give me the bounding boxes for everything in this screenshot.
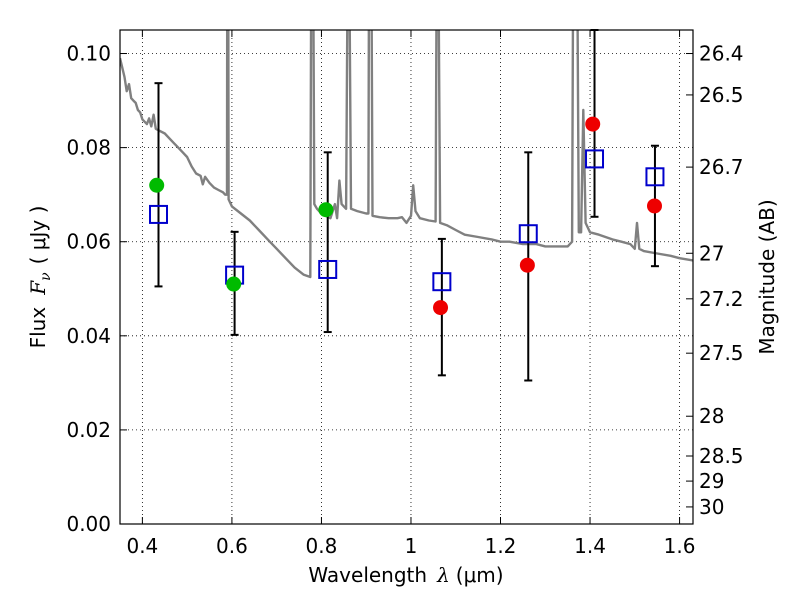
y2-tick-label: 28: [699, 404, 724, 428]
y2-tick-label: 26.4: [699, 42, 744, 66]
y2-tick-label: 27.2: [699, 287, 744, 311]
marker-layer: [148, 29, 665, 382]
y2-tick-label: 28.5: [699, 444, 744, 468]
y2-tick-label: 26.7: [699, 155, 744, 179]
x-axis-label-unit: (μm): [456, 563, 504, 587]
observed-flux-square: [518, 224, 538, 244]
y2-tick-label: 30: [699, 495, 724, 519]
model-flux-point: [519, 257, 535, 273]
x-tick-label: 1.6: [664, 534, 696, 558]
x-axis-label: Wavelength λ (μm): [308, 563, 503, 587]
data-layer: [120, 30, 693, 279]
model-flux-point: [585, 116, 601, 132]
model-flux-point: [226, 276, 242, 292]
model-spectrum-line: [120, 30, 693, 279]
plot-background: [120, 30, 693, 524]
observed-flux-square: [585, 149, 605, 169]
model-flux-point: [647, 198, 663, 214]
y-axis-label-unit: ( μJy ): [26, 206, 50, 265]
y2-tick-label: 27: [699, 241, 724, 265]
y-tick-label: 0.02: [66, 418, 111, 442]
y-tick-label: 0.10: [66, 42, 111, 66]
model-flux-point: [433, 300, 449, 316]
observed-flux-square: [148, 204, 168, 224]
x-axis-label-symbol: λ: [436, 563, 450, 587]
y-axis-label-symbol: F: [26, 280, 50, 296]
x-tick-label: 1.4: [574, 534, 606, 558]
y2-tick-label: 29: [699, 469, 724, 493]
y-axis-label: Flux Fν ( μJy ): [26, 206, 54, 349]
x-tick-label: 0.8: [306, 534, 338, 558]
x-tick-label: 0.6: [216, 534, 248, 558]
y-tick-label: 0.00: [66, 512, 111, 536]
y-axis-label-text: Flux: [26, 307, 50, 349]
observed-flux-square: [645, 167, 665, 187]
x-axis-label-text: Wavelength: [308, 563, 427, 587]
y-tick-label: 0.04: [66, 324, 111, 348]
y2-tick-label: 27.5: [699, 341, 744, 365]
y-tick-label: 0.08: [66, 136, 111, 160]
plot-frame: [119, 29, 694, 525]
y2-tick-label: 26.5: [699, 83, 744, 107]
y2-axis-label: Magnitude (AB): [755, 199, 779, 354]
observed-flux-square: [318, 259, 338, 279]
x-tick-label: 0.4: [126, 534, 158, 558]
x-tick-label: 1.2: [485, 534, 517, 558]
observed-flux-square: [432, 272, 452, 292]
y-tick-label: 0.06: [66, 230, 111, 254]
y-axis-label-sub: ν: [38, 272, 54, 281]
model-flux-point: [318, 202, 334, 218]
model-flux-point: [149, 177, 165, 193]
ticks: 0.4 0.6 0.8 1 1.2 1.4 1.6 0.00 0.02 0.04 0.06 0.08 0…: [66, 30, 744, 558]
x-tick-label: 1: [405, 534, 418, 558]
